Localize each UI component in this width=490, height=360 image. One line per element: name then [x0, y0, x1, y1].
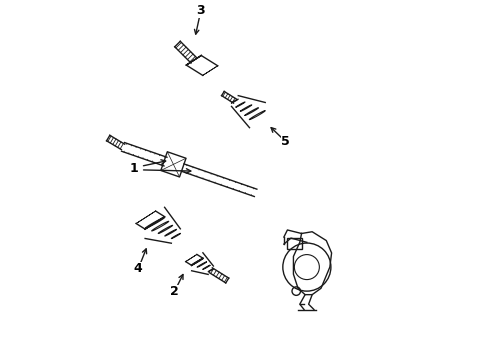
Text: 4: 4 — [134, 262, 143, 275]
Text: 2: 2 — [170, 285, 179, 298]
Text: 3: 3 — [196, 4, 205, 17]
Text: 1: 1 — [129, 162, 138, 175]
Text: 5: 5 — [281, 135, 290, 148]
